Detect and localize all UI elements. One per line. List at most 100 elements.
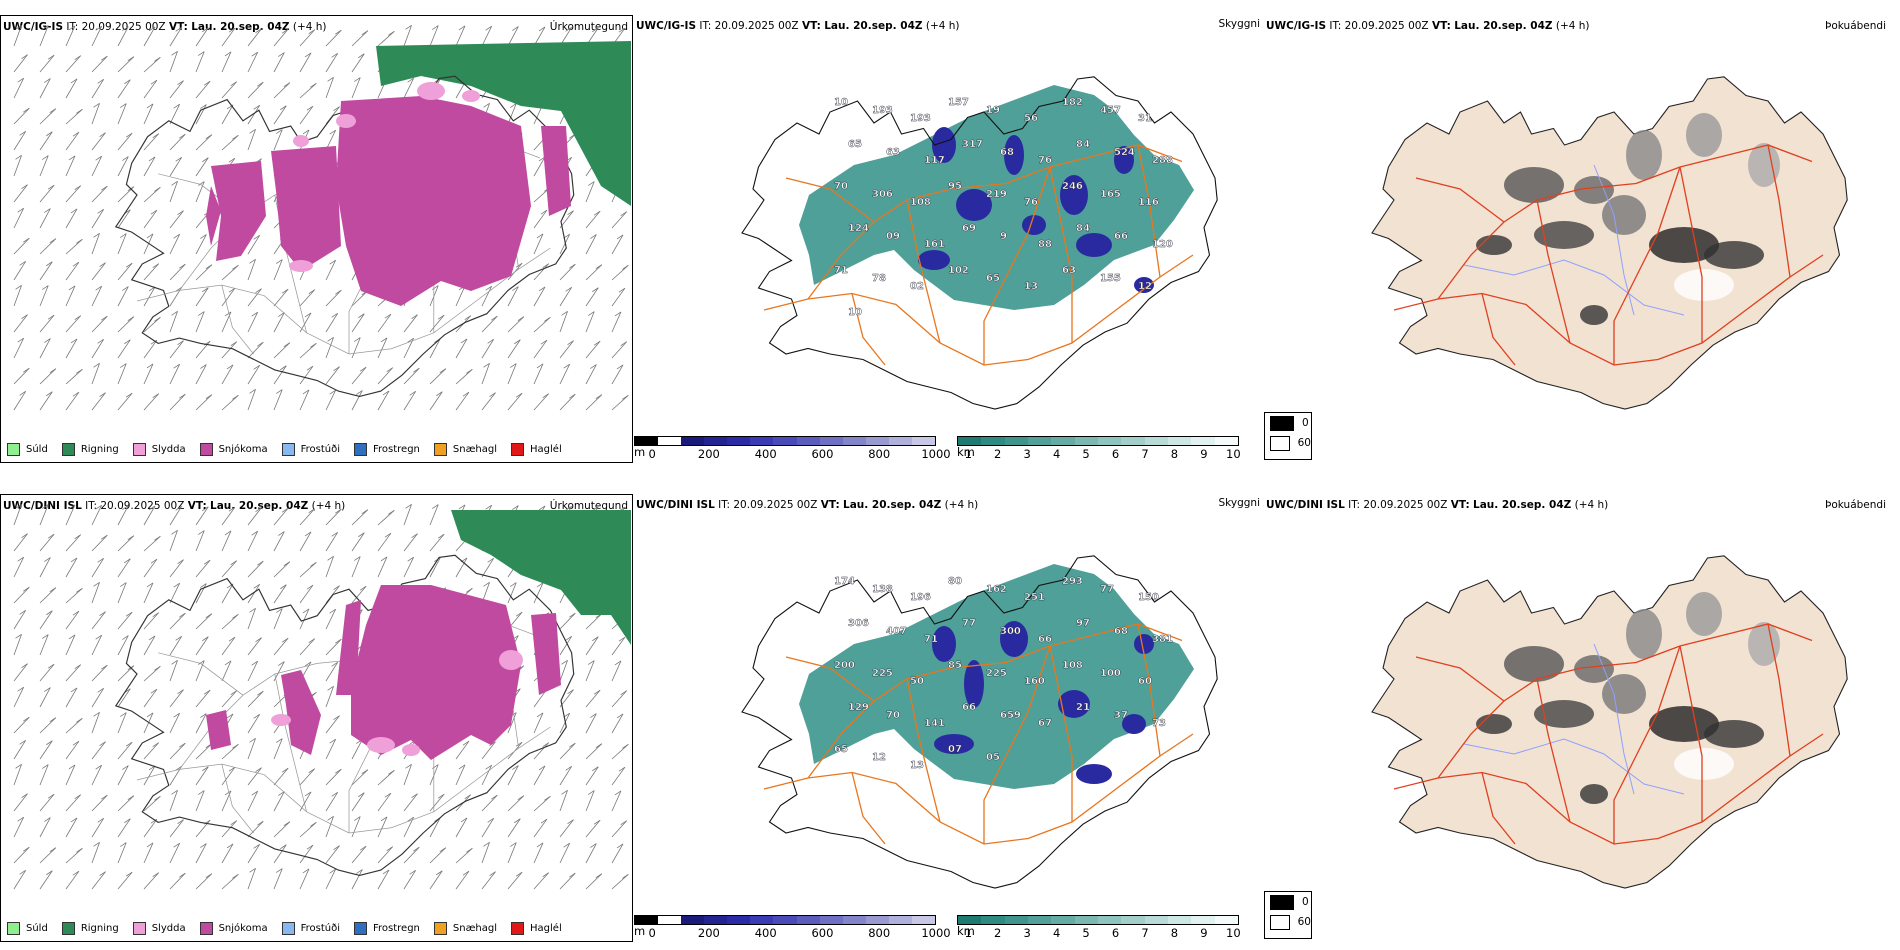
visibility-value-label: 659	[1000, 710, 1021, 721]
visibility-value-label: 108	[1062, 660, 1083, 671]
colorbar-meters: m 0 200 400 600 800 1000	[634, 915, 951, 940]
colorbar-tick: 10	[1226, 447, 1241, 461]
visibility-value-label: 68	[1114, 626, 1128, 637]
visibility-value-label: 300	[1000, 626, 1021, 637]
colorbar-tick: 7	[1141, 447, 1149, 461]
visibility-value-label: 288	[1152, 155, 1173, 166]
colorbar-kilometers: km 1 2 3 4 5 6 7 8 9 10	[957, 436, 1241, 461]
visibility-value-label: 155	[1100, 273, 1121, 284]
visibility-value-label: 160	[1024, 676, 1045, 687]
colorbar-tick: 0	[648, 926, 656, 940]
visibility-value-label: 37	[1114, 710, 1128, 721]
visibility-value-label: 12	[872, 752, 886, 763]
precip-legend: Súld Rigning Slydda Snjókoma Frostúði Frostre…	[7, 922, 562, 935]
colorbar-kilometers: km 1 2 3 4 5 6 7 8 9 10	[957, 915, 1241, 940]
legend-item: Snæhagl	[433, 443, 497, 456]
visibility-value-label: 69	[962, 223, 976, 234]
visibility-value-label: 306	[848, 618, 869, 629]
visibility-value-label: 407	[886, 626, 907, 637]
panel-precip-type-bottom: UWC/DINI ISL IT: 20.09.2025 00Z VT: Lau.…	[0, 494, 633, 942]
visibility-value-label: 63	[1062, 265, 1076, 276]
legend-swatch	[199, 443, 213, 456]
visibility-value-label: 77	[962, 618, 976, 629]
visibility-value-label: 117	[924, 155, 945, 166]
visibility-value-label: 65	[834, 744, 848, 755]
colorbar-tick: 1000	[921, 447, 951, 461]
visibility-map: 174 138 196 80 162 251 293 77 150 306 407 71 77 300 66…	[741, 555, 1218, 889]
visibility-value-label: 317	[962, 139, 983, 150]
legend-swatch	[281, 443, 295, 456]
legend-label: Frostúði	[300, 444, 340, 455]
visibility-value-label: 97	[1076, 618, 1090, 629]
legend-item: Slydda	[132, 922, 186, 935]
panel-fog-top: UWC/IG-IS IT: 20.09.2025 00Z VT: Lau. 20…	[1264, 15, 1900, 463]
visibility-value-label: 71	[924, 634, 938, 645]
legend-item: Snjókoma	[199, 443, 268, 456]
fog-legend: 0 60	[1264, 412, 1312, 460]
legend-item: Frostregn	[354, 922, 420, 935]
visibility-value-label: 182	[1062, 97, 1083, 108]
visibility-value-label: 116	[1138, 197, 1159, 208]
visibility-value-label: 251	[1024, 592, 1045, 603]
legend-swatch	[281, 922, 295, 935]
colorbar-tick: 8	[1170, 447, 1179, 461]
legend-label: Slydda	[151, 923, 186, 934]
legend-item: Snæhagl	[433, 922, 497, 935]
visibility-value-label: 76	[1038, 155, 1052, 166]
visibility-value-label: 200	[834, 660, 855, 671]
panel-field-name: Þokuábendi	[1825, 499, 1886, 511]
legend-label: Rigning	[80, 923, 119, 934]
visibility-value-label: 88	[1038, 239, 1052, 250]
legend-label: Frostregn	[373, 923, 420, 934]
legend-label: Haglél	[530, 923, 562, 934]
legend-item: Frostregn	[354, 443, 420, 456]
visibility-value-label: 10	[848, 307, 862, 318]
colorbar-tick: 4	[1052, 926, 1061, 940]
visibility-value-label: 80	[948, 576, 962, 587]
colorbar-unit: m	[634, 924, 646, 938]
panel-title: UWC/DINI ISL IT: 20.09.2025 00Z VT: Lau.…	[3, 500, 346, 512]
visibility-value-label: 21	[1076, 702, 1090, 713]
visibility-value-label: 225	[872, 668, 893, 679]
colorbar-tick: 6	[1111, 447, 1120, 461]
panel-title: UWC/DINI ISL IT: 20.09.2025 00Z VT: Lau.…	[636, 499, 979, 511]
legend-item: Súld	[7, 922, 48, 935]
colorbar-tick: 5	[1082, 447, 1090, 461]
panel-field-name: Úrkomutegund	[549, 500, 628, 512]
colorbar-tick: 2	[994, 447, 1002, 461]
visibility-value-label: 60	[1138, 676, 1152, 687]
colorbar-tick: 7	[1141, 926, 1149, 940]
visibility-map: 10 193 193 157 19 56 182 457 31 65 63 117 317 68 76 84 5…	[741, 76, 1218, 410]
visibility-value-label: 9	[1000, 231, 1007, 242]
visibility-value-label: 165	[1100, 189, 1121, 200]
legend-swatch	[199, 922, 213, 935]
legend-swatch	[511, 443, 525, 456]
legend-item: Haglél	[511, 922, 562, 935]
legend-swatch	[61, 443, 75, 456]
panel-title: UWC/IG-IS IT: 20.09.2025 00Z VT: Lau. 20…	[636, 20, 960, 32]
panel-visibility-bottom: UWC/DINI ISL IT: 20.09.2025 00Z VT: Lau.…	[634, 494, 1264, 942]
colorbar-tick: 5	[1082, 926, 1090, 940]
visibility-value-label: 102	[948, 265, 969, 276]
visibility-value-label: 67	[1038, 718, 1052, 729]
visibility-value-label: 108	[910, 197, 931, 208]
visibility-value-label: 65	[848, 139, 862, 150]
visibility-value-label: 31	[1138, 113, 1152, 124]
visibility-value-label: 157	[948, 97, 969, 108]
visibility-value-label: 19	[986, 105, 1000, 116]
visibility-value-label: 161	[924, 239, 945, 250]
colorbar-tick: 9	[1200, 447, 1208, 461]
legend-swatch	[354, 922, 367, 935]
legend-item: Frostúði	[281, 922, 340, 935]
visibility-value-label: 524	[1114, 147, 1135, 158]
legend-swatch	[61, 922, 75, 935]
colorbar-tick: 400	[754, 926, 777, 940]
colorbar-tick: 3	[1023, 926, 1031, 940]
panel-title: UWC/IG-IS IT: 20.09.2025 00Z VT: Lau. 20…	[1266, 20, 1590, 32]
legend-item: Snjókoma	[199, 922, 268, 935]
visibility-value-label: 63	[886, 147, 900, 158]
panel-field-name: Úrkomutegund	[549, 21, 628, 33]
legend-item: Súld	[7, 443, 48, 456]
colorbar-tick: 3	[1023, 447, 1031, 461]
visibility-value-label: 246	[1062, 181, 1083, 192]
